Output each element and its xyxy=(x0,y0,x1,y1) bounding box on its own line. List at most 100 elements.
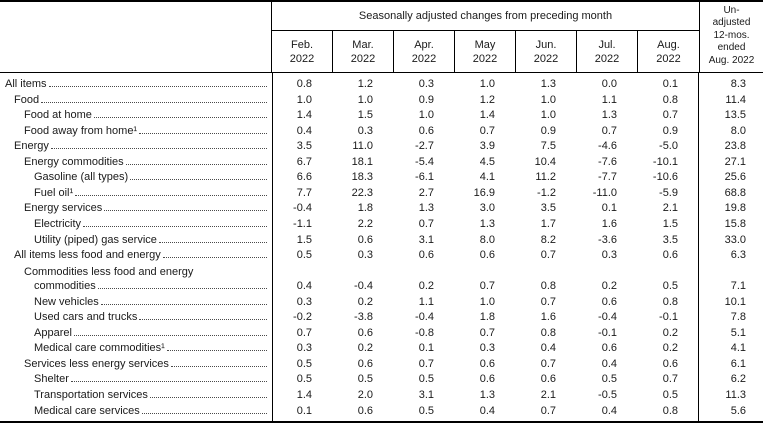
value-cell: 3.5 xyxy=(296,140,312,153)
value-cell: 0.6 xyxy=(479,249,495,262)
value-cell: 0.7 xyxy=(540,404,556,417)
value-cell: 1.0 xyxy=(357,93,373,106)
row-label: Food xyxy=(14,93,40,106)
table-row: Shelter 0.5 0.5 0.5 0.6 0.6 0.5 0.7 6.2 xyxy=(0,371,763,387)
value-cell: 1.0 xyxy=(479,78,495,91)
value-cell: 0.2 xyxy=(662,342,678,355)
leader-dots xyxy=(166,350,267,352)
table-row: Commodities less food and energy commodit… xyxy=(0,263,763,294)
value-cell: 0.8 xyxy=(540,326,556,339)
leader-dots xyxy=(162,257,267,259)
value-cell: 1.4 xyxy=(296,388,312,401)
unadjusted-value-cell: 6.3 xyxy=(730,249,746,262)
value-cell: -11.0 xyxy=(592,186,617,199)
seasonally-adjusted-group: Seasonally adjusted changes from precedi… xyxy=(272,2,699,72)
value-cell: 0.2 xyxy=(601,280,617,293)
unadjusted-value-cell: 6.1 xyxy=(730,357,746,370)
leader-dots xyxy=(104,210,267,212)
stub-column-divider xyxy=(272,73,273,421)
month-column-header: May 2022 xyxy=(455,31,516,72)
leader-dots xyxy=(141,412,267,414)
unadjusted-value-cell: 11.4 xyxy=(725,93,746,106)
table-row: Food 1.0 1.0 0.9 1.2 1.0 1.1 0.8 11.4 xyxy=(0,92,763,108)
row-label: Energy xyxy=(14,140,49,153)
row-label: Energy commodities xyxy=(24,155,124,168)
table-row: Energy commodities 6.7 18.1 -5.4 4.5 10.4 -7.6… xyxy=(0,154,763,170)
leader-dots xyxy=(149,396,267,398)
value-cell: -0.8 xyxy=(415,326,434,339)
value-cell: 1.1 xyxy=(418,295,434,308)
leader-dots xyxy=(125,163,267,165)
value-cell: 0.8 xyxy=(662,295,678,308)
value-cell: -0.2 xyxy=(293,311,312,324)
row-label: Shelter xyxy=(34,373,69,386)
value-cell: -3.8 xyxy=(354,311,373,324)
row-label: Apparel xyxy=(34,326,72,339)
value-cell: 0.8 xyxy=(296,78,312,91)
value-cell: -5.9 xyxy=(659,186,678,199)
table-row: Food at home 1.4 1.5 1.0 1.4 1.0 1.3 0.7 13.5 xyxy=(0,107,763,123)
value-cell: 18.3 xyxy=(351,171,373,184)
value-cell: 1.5 xyxy=(296,233,312,246)
value-cell: 0.5 xyxy=(296,249,312,262)
value-cell: 0.8 xyxy=(540,280,556,293)
leader-dots xyxy=(50,148,267,150)
leader-dots xyxy=(170,365,267,367)
month-label: Jul. xyxy=(598,38,616,51)
value-cell: 0.6 xyxy=(418,249,434,262)
leader-dots xyxy=(93,117,267,119)
value-cell: 6.7 xyxy=(296,155,312,168)
value-cell: 3.1 xyxy=(418,388,434,401)
row-label: Gasoline (all types) xyxy=(34,171,129,184)
value-cell: 1.2 xyxy=(357,78,373,91)
leader-dots xyxy=(48,86,267,88)
value-cell: -1.2 xyxy=(537,186,556,199)
value-cell: 0.6 xyxy=(479,373,495,386)
value-cell: 0.5 xyxy=(296,373,312,386)
value-cell: 1.0 xyxy=(296,93,312,106)
value-cell: 6.6 xyxy=(296,171,312,184)
value-cell: -2.7 xyxy=(415,140,434,153)
value-cell: 0.5 xyxy=(601,373,617,386)
value-cell: 0.6 xyxy=(357,357,373,370)
value-cell: 1.5 xyxy=(357,109,373,122)
value-cell: 0.6 xyxy=(357,233,373,246)
value-cell: 0.7 xyxy=(540,295,556,308)
leader-dots xyxy=(70,381,267,383)
value-cell: 0.3 xyxy=(296,295,312,308)
value-cell: 0.6 xyxy=(357,326,373,339)
unadjusted-value-cell: 5.6 xyxy=(730,404,746,417)
table-row: Utility (piped) gas service 1.5 0.6 3.1 8.0 8… xyxy=(0,231,763,247)
value-cell: 0.4 xyxy=(479,404,495,417)
row-label-cell: All items less food and energy xyxy=(0,248,272,263)
value-cell: 0.7 xyxy=(296,326,312,339)
value-cell: 0.1 xyxy=(662,78,678,91)
unadjusted-column-divider xyxy=(698,73,699,421)
value-cell: 2.1 xyxy=(662,202,678,215)
value-cell: -10.1 xyxy=(652,155,678,168)
unadjusted-value-cell: 7.1 xyxy=(730,280,746,293)
value-cell: 3.0 xyxy=(479,202,495,215)
value-cell: 0.5 xyxy=(662,388,678,401)
value-cell: 8.2 xyxy=(540,233,556,246)
value-cell: 0.5 xyxy=(662,280,678,293)
value-cell: 10.4 xyxy=(534,155,556,168)
row-label-cell: Energy xyxy=(0,139,272,154)
unadjusted-value-cell: 8.3 xyxy=(730,78,746,91)
value-cell: 0.7 xyxy=(662,373,678,386)
leader-dots xyxy=(83,225,267,227)
table-row: New vehicles 0.3 0.2 1.1 1.0 0.7 0.6 0.8 10.1 xyxy=(0,294,763,310)
value-cell: 0.3 xyxy=(418,78,434,91)
row-label-cell: Shelter xyxy=(0,372,272,387)
month-label: Apr. xyxy=(414,38,434,51)
row-label-cell: Transportation services xyxy=(0,388,272,403)
row-label-cell: Used cars and trucks xyxy=(0,310,272,325)
row-label: Used cars and trucks xyxy=(34,311,138,324)
value-cell: 0.8 xyxy=(662,404,678,417)
unadjusted-value-cell: 33.0 xyxy=(724,233,746,246)
value-cell: 1.3 xyxy=(479,388,495,401)
value-cell: 16.9 xyxy=(473,186,495,199)
value-cell: 4.5 xyxy=(479,155,495,168)
row-label: Commodities less food and energy xyxy=(24,265,194,278)
